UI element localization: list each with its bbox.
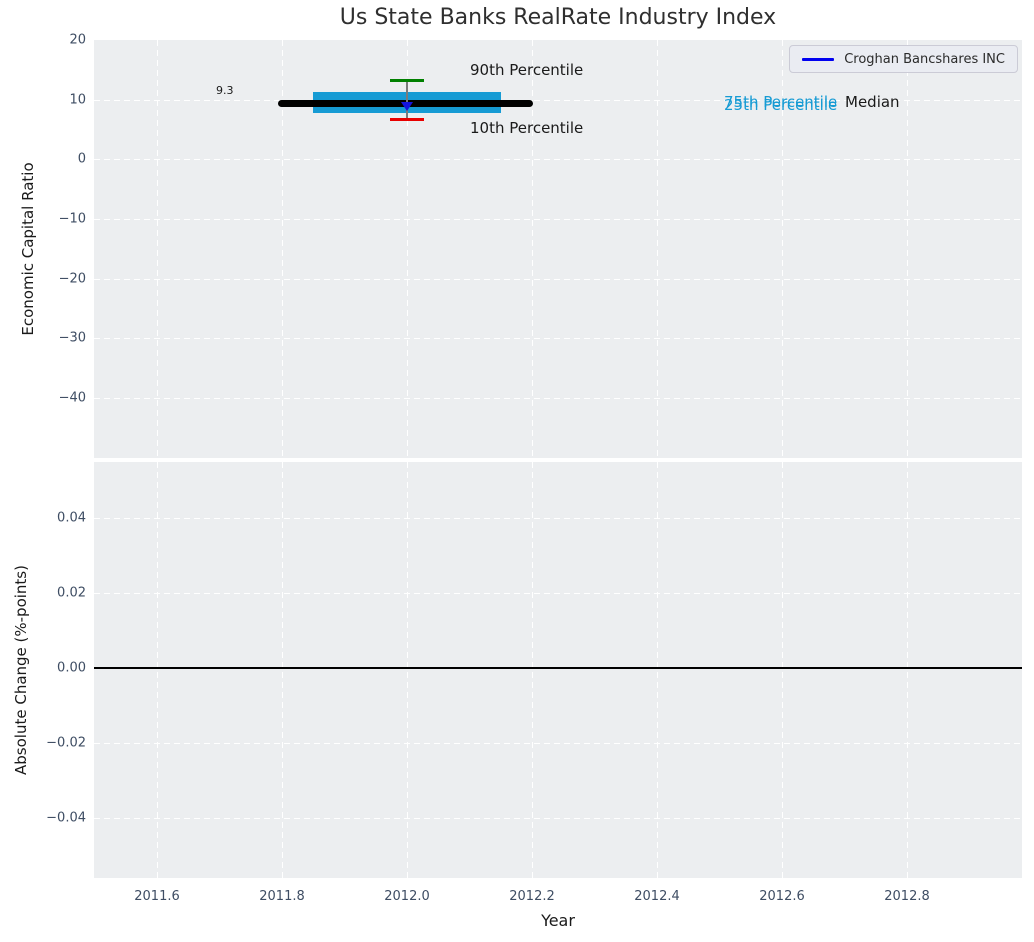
bottom-panel [94, 462, 1022, 878]
annotation-75th-percentile: 75th Percentile [724, 93, 838, 111]
legend-line-swatch [802, 57, 835, 61]
gridline [907, 40, 908, 458]
legend-label: Croghan Bancshares INC [844, 51, 1005, 67]
gridline [94, 398, 1022, 399]
y-tick: 0.04 [57, 510, 86, 526]
p10-cap [390, 118, 424, 121]
annotation-25th-percentile: 25th Percentile [724, 96, 838, 114]
company-marker [401, 102, 413, 111]
gridline [407, 462, 408, 878]
x-tick: 2011.6 [134, 889, 180, 904]
legend: Croghan Bancshares INC [789, 45, 1018, 73]
gridline [532, 462, 533, 878]
x-axis-label: Year [541, 911, 575, 930]
gridline [282, 40, 283, 458]
gridline [407, 40, 408, 458]
y-axis-label-bottom: Absolute Change (%-points) [12, 565, 30, 775]
gridline [782, 462, 783, 878]
x-tick: 2012.6 [759, 889, 805, 904]
gridline [94, 219, 1022, 220]
x-tick: 2012.4 [634, 889, 680, 904]
y-tick: 0.00 [57, 660, 86, 676]
annotation-10th-percentile: 10th Percentile [470, 119, 584, 137]
x-tick: 2012.0 [384, 889, 430, 904]
gridline [94, 279, 1022, 280]
gridline [657, 462, 658, 878]
y-tick: −0.04 [46, 810, 86, 826]
y-tick: 20 [69, 32, 86, 48]
y-tick: 10 [69, 92, 86, 108]
y-tick: −30 [58, 330, 86, 346]
y-axis-label-top: Economic Capital Ratio [19, 162, 37, 336]
gridline [157, 462, 158, 878]
gridline [94, 518, 1022, 519]
y-tick: 0 [77, 151, 86, 167]
gridline [94, 338, 1022, 339]
gridline [782, 40, 783, 458]
gridline [657, 40, 658, 458]
gridline [157, 40, 158, 458]
gridline [94, 159, 1022, 160]
gridline [94, 743, 1022, 744]
gridline [532, 40, 533, 458]
gridline [282, 462, 283, 878]
x-tick: 2012.2 [509, 889, 555, 904]
gridline [94, 818, 1022, 819]
annotation-90th-percentile: 90th Percentile [470, 61, 584, 79]
y-tick: −20 [58, 271, 86, 287]
annotation-median-label: Median [845, 93, 900, 111]
p90-cap [390, 79, 424, 82]
y-tick: 0.02 [57, 585, 86, 601]
x-tick: 2012.8 [884, 889, 930, 904]
y-tick: −40 [58, 390, 86, 406]
whisker-line [406, 81, 408, 119]
gridline [907, 462, 908, 878]
chart-title: Us State Banks RealRate Industry Index [339, 5, 777, 30]
y-tick: −10 [58, 211, 86, 227]
top-panel: 9.3 90th Percentile 10th Percentile 75th… [94, 40, 1022, 458]
gridline [94, 593, 1022, 594]
annotation-median-value: 9.3 [216, 84, 234, 97]
zero-change-line [94, 667, 1022, 669]
y-tick: −0.02 [46, 735, 86, 751]
gridline [94, 100, 1022, 101]
x-tick: 2011.8 [259, 889, 305, 904]
